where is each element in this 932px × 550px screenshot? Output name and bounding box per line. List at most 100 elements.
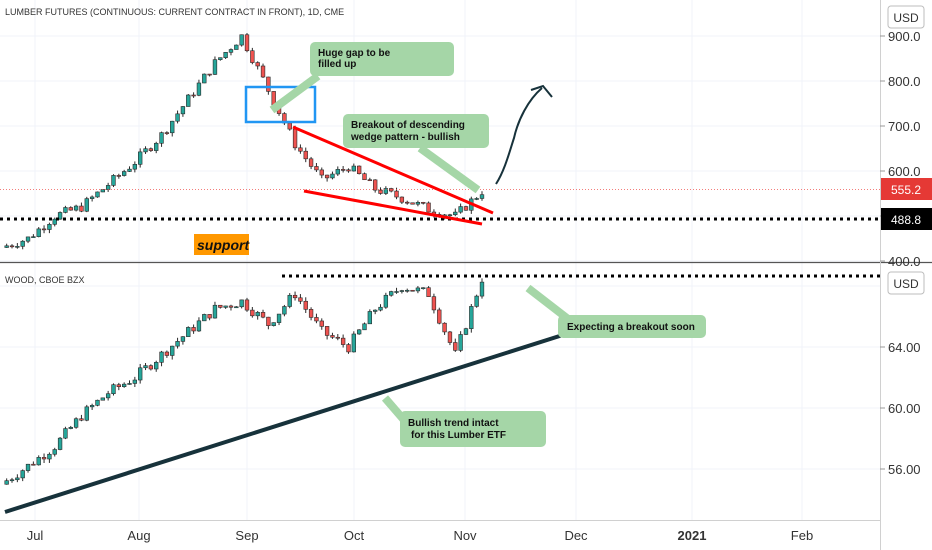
candle-body: [367, 179, 373, 182]
candle-body: [426, 287, 431, 297]
candle-body: [260, 312, 266, 318]
top-axis-label: 800.0: [888, 74, 921, 89]
candle-body: [212, 59, 218, 75]
candle-body: [351, 165, 356, 172]
candle-body: [127, 383, 132, 385]
trend-callout-line2: for this Lumber ETF: [411, 430, 506, 441]
candle-body: [335, 169, 340, 175]
candle-body: [138, 151, 143, 165]
projection-arrow: [495, 87, 543, 185]
candle-body: [196, 320, 202, 332]
candle-body: [79, 205, 84, 212]
trend-callout-line1: Bullish trend intact: [408, 418, 499, 429]
candle-body: [234, 44, 239, 50]
bottom-currency-label: USD: [893, 277, 919, 291]
candle-body: [41, 228, 47, 231]
candle-body: [287, 294, 292, 307]
candle-body: [116, 384, 121, 387]
candle-body: [319, 320, 324, 327]
candle-body: [100, 397, 105, 401]
bottom-price-axis[interactable]: 64.00 60.00 56.00: [880, 340, 921, 477]
candle-body: [373, 179, 378, 191]
candle-body: [57, 212, 63, 220]
candle-body: [180, 336, 186, 342]
candle-body: [132, 379, 138, 384]
candle-body: [421, 202, 426, 204]
candle-body: [73, 205, 79, 211]
candle-body: [399, 196, 405, 203]
candle-body: [20, 240, 25, 247]
candle-body: [250, 309, 255, 317]
candle-body: [218, 304, 223, 308]
lumber-candles: [4, 32, 485, 250]
candle-body: [362, 323, 367, 331]
candle-body: [405, 201, 410, 204]
candle-body: [453, 211, 458, 216]
wedge-upper-line: [292, 125, 494, 215]
candle-body: [421, 287, 426, 290]
candle-body: [479, 281, 485, 297]
candle-body: [25, 236, 31, 242]
candle-body: [335, 336, 340, 339]
candle-body: [239, 34, 244, 46]
candle-body: [228, 305, 234, 308]
candle-body: [89, 405, 95, 408]
top-currency-button[interactable]: [887, 5, 925, 29]
candle-body: [260, 65, 266, 78]
wedge-callout-line1: Breakout of descending: [351, 120, 465, 131]
candle-body: [479, 194, 485, 199]
candle-body: [389, 291, 394, 296]
candle-body: [202, 73, 207, 84]
candle-body: [95, 191, 100, 198]
candle-body: [410, 202, 415, 205]
candle-body: [68, 207, 73, 211]
candle-body: [255, 62, 260, 67]
candle-body: [340, 169, 346, 171]
candle-body: [458, 206, 463, 213]
candle-body: [191, 327, 196, 332]
candle-body: [314, 166, 319, 171]
candle-body: [196, 82, 202, 96]
candle-body: [276, 313, 282, 323]
candle-body: [324, 326, 330, 336]
candle-body: [47, 224, 52, 230]
time-axis-label: Feb: [791, 528, 813, 543]
candle-body: [143, 148, 148, 153]
candle-body: [52, 449, 57, 455]
candle-body: [191, 94, 196, 97]
candle-body: [73, 418, 79, 428]
candle-body: [180, 106, 186, 115]
support-label: support: [197, 237, 250, 253]
candle-body: [389, 188, 394, 192]
time-axis-label: 2021: [678, 528, 707, 543]
candle-body: [292, 128, 298, 149]
candle-body: [437, 309, 442, 324]
top-panel-title: LUMBER FUTURES (CONTINUOUS: CURRENT CONT…: [5, 7, 344, 17]
time-axis[interactable]: Jul Aug Sep Oct Nov Dec 2021 Feb: [27, 528, 814, 543]
candle-body: [426, 202, 431, 213]
candle-body: [474, 198, 479, 200]
candle-body: [330, 173, 335, 179]
candle-body: [57, 437, 63, 450]
candle-body: [170, 120, 175, 134]
gap-callout-pointer: [269, 72, 321, 114]
candle-body: [159, 132, 164, 144]
top-axis-label: 700.0: [888, 119, 921, 134]
candle-body: [159, 351, 164, 363]
candle-body: [474, 295, 479, 307]
bottom-currency-button[interactable]: [887, 271, 925, 295]
bottom-panel-title: WOOD, CBOE BZX: [5, 275, 85, 285]
candle-body: [405, 289, 410, 292]
top-currency-label: USD: [893, 11, 919, 25]
candle-body: [399, 290, 405, 292]
trend-callout: [400, 411, 546, 447]
top-axis-label: 900.0: [888, 29, 921, 44]
candle-body: [431, 296, 437, 311]
candle-body: [79, 418, 84, 421]
candle-body: [250, 50, 255, 63]
candle-body: [447, 214, 453, 217]
candle-body: [111, 384, 116, 395]
candle-body: [308, 158, 314, 167]
